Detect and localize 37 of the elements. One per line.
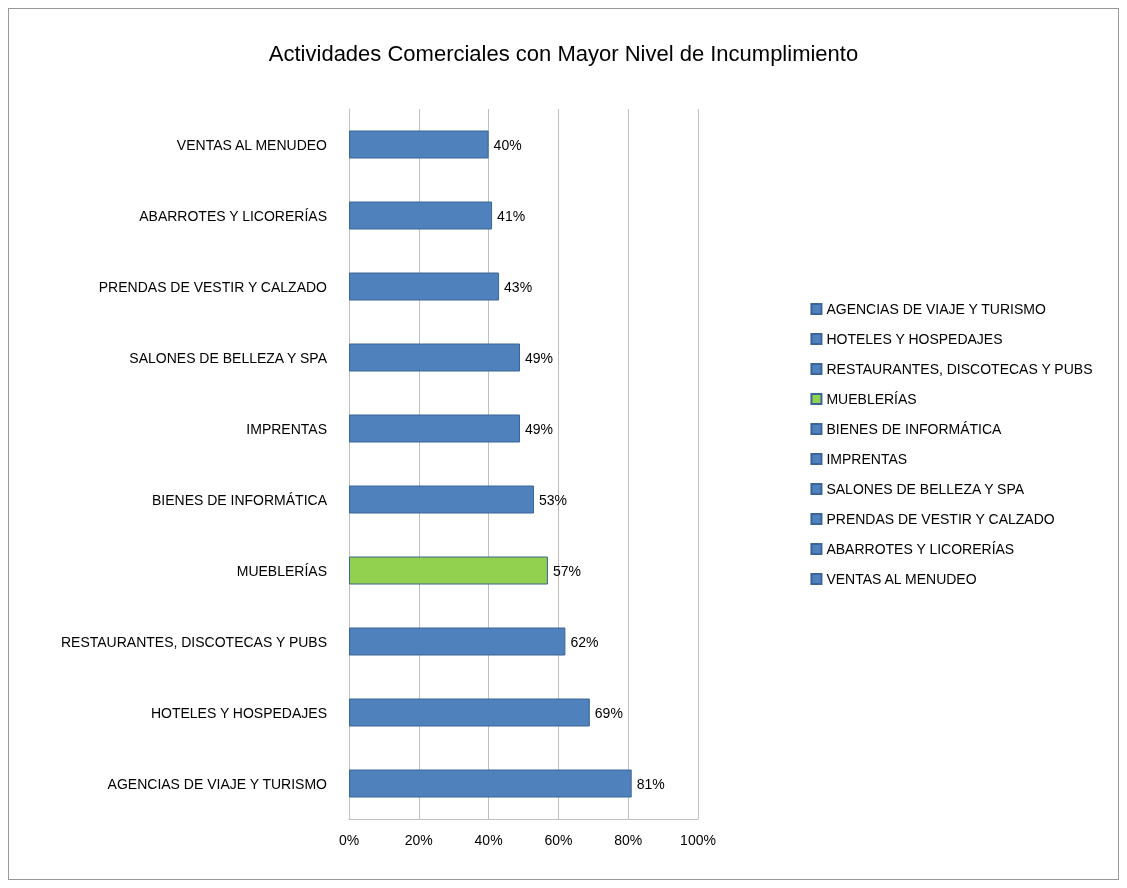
x-tick-label: 40% xyxy=(474,832,503,848)
y-tick-label: BIENES DE INFORMÁTICA xyxy=(151,491,328,508)
legend-label: AGENCIAS DE VIAJE Y TURISMO xyxy=(826,301,1046,317)
legend-label: MUEBLERÍAS xyxy=(826,391,917,407)
data-label: 49% xyxy=(525,420,554,437)
legend-label: BIENES DE INFORMÁTICA xyxy=(826,421,1003,437)
data-label: 62% xyxy=(570,633,599,650)
x-tick-label: 60% xyxy=(544,832,573,848)
chart-title: Actividades Comerciales con Mayor Nivel de Incumplimiento xyxy=(268,40,859,66)
x-tick-label: 0% xyxy=(338,832,360,848)
data-label: 81% xyxy=(636,775,665,792)
legend-label: SALONES DE BELLEZA Y SPA xyxy=(826,481,1025,497)
data-label: 69% xyxy=(594,704,623,721)
data-label: 53% xyxy=(538,491,567,508)
data-label: 57% xyxy=(552,562,581,579)
legend-label: HOTELES Y HOSPEDAJES xyxy=(826,331,1003,347)
y-tick-label: PRENDAS DE VESTIR Y CALZADO xyxy=(98,278,328,295)
y-tick-label: MUEBLERÍAS xyxy=(236,562,327,579)
legend-label: ABARROTES Y LICORERÍAS xyxy=(826,541,1015,557)
y-tick-label: HOTELES Y HOSPEDAJES xyxy=(150,704,327,721)
y-tick-label: IMPRENTAS xyxy=(246,420,327,437)
x-tick-label: 100% xyxy=(680,832,716,848)
x-tick-label: 80% xyxy=(614,832,643,848)
legend-label: VENTAS AL MENUDEO xyxy=(826,571,977,587)
data-label: 49% xyxy=(525,349,554,366)
y-tick-label: AGENCIAS DE VIAJE Y TURISMO xyxy=(107,775,328,792)
legend-label: RESTAURANTES, DISCOTECAS Y PUBS xyxy=(826,361,1093,377)
x-tick-label: 20% xyxy=(404,832,433,848)
legend-label: IMPRENTAS xyxy=(826,451,908,467)
y-tick-label: ABARROTES Y LICORERÍAS xyxy=(139,207,327,224)
legend-label: PRENDAS DE VESTIR Y CALZADO xyxy=(826,511,1055,527)
data-label: 41% xyxy=(497,207,526,224)
y-tick-label: VENTAS AL MENUDEO xyxy=(176,136,328,153)
data-label: 40% xyxy=(493,136,522,153)
data-label: 43% xyxy=(504,278,533,295)
y-tick-label: RESTAURANTES, DISCOTECAS Y PUBS xyxy=(60,633,327,650)
y-tick-label: SALONES DE BELLEZA Y SPA xyxy=(129,349,328,366)
